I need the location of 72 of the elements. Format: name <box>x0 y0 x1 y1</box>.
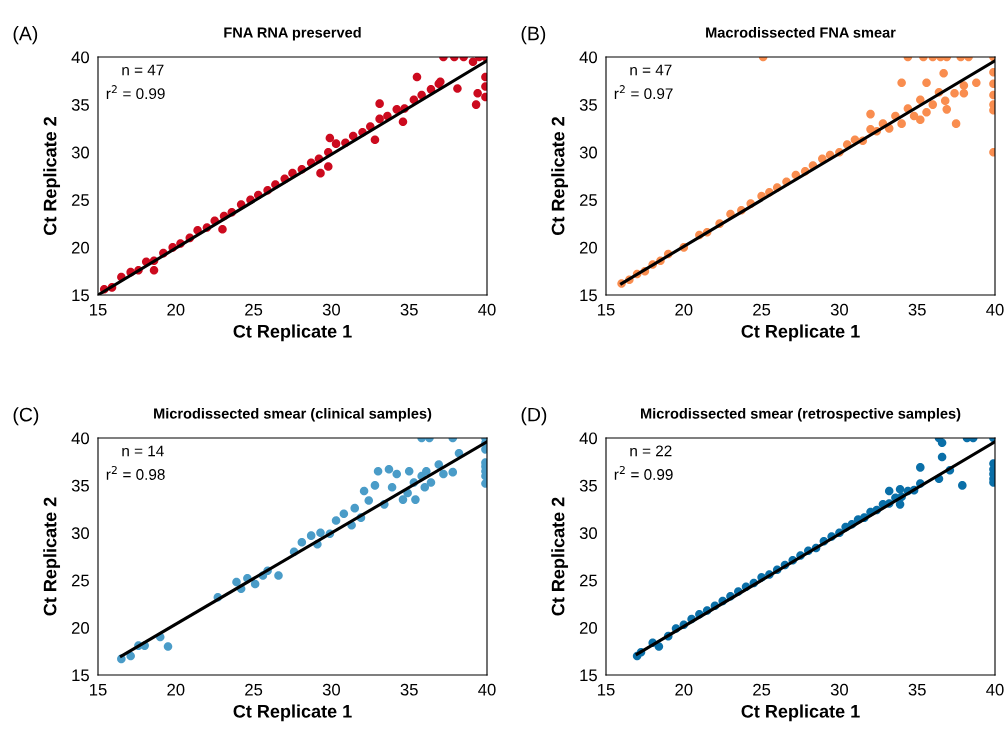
x-tick-label: 30 <box>322 303 341 316</box>
y-tick-label: 30 <box>579 146 598 159</box>
y-axis-title: Ct Replicate 2 <box>551 497 569 616</box>
annotation: r$^{2}$ = 0.98 <box>106 465 165 480</box>
y-tick-label: 25 <box>579 574 597 587</box>
y-tick-label: 35 <box>579 479 597 492</box>
y-tick-label: 30 <box>71 527 90 539</box>
x-tick-label: 15 <box>598 303 615 316</box>
chart-title: Microdissected smear (retrospective samples) <box>641 407 961 422</box>
y-axis-title: Ct Replicate 2 <box>43 117 61 235</box>
text: (A) <box>13 26 38 45</box>
text: (B) <box>521 26 546 45</box>
x-tick-label: 30 <box>830 303 849 316</box>
y-axis-title: Ct Replicate 2 <box>43 497 61 616</box>
x-tick-label: 40 <box>478 303 496 316</box>
chart-title: FNA RNA preserved <box>224 26 361 41</box>
x-tick-label: 20 <box>167 683 185 696</box>
x-tick-label: 25 <box>245 683 263 696</box>
x-tick-label: 30 <box>830 683 849 696</box>
x-tick-label: 20 <box>675 683 693 696</box>
y-tick-label: 35 <box>71 99 89 111</box>
x-axis-title: Ct Replicate 1 <box>741 704 860 722</box>
y-tick-label: 15 <box>72 669 89 682</box>
y-tick-label: 40 <box>579 432 598 445</box>
x-tick-label: 35 <box>908 683 926 696</box>
annotation: n = 22 <box>630 445 672 457</box>
y-tick-label: 30 <box>71 146 90 159</box>
y-tick-label: 35 <box>71 479 89 492</box>
y-tick-label: 25 <box>71 194 89 206</box>
x-axis-title: Ct Replicate 1 <box>233 324 352 342</box>
y-axis-title: Ct Replicate 2 <box>551 117 569 235</box>
text: (D) <box>521 407 547 426</box>
annotation: n = 47 <box>122 64 164 76</box>
x-tick-label: 40 <box>986 683 1004 696</box>
y-tick-label: 20 <box>579 622 598 634</box>
annotation: r$^{2}$ = 0.97 <box>614 85 673 100</box>
annotation: n = 47 <box>630 64 672 76</box>
x-tick-label: 15 <box>598 683 615 696</box>
y-tick-label: 15 <box>580 289 597 302</box>
y-tick-label: 35 <box>579 99 597 111</box>
x-tick-label: 25 <box>753 303 771 316</box>
y-tick-label: 20 <box>71 241 90 254</box>
x-tick-label: 20 <box>675 303 693 316</box>
y-tick-label: 25 <box>579 194 597 206</box>
x-tick-label: 40 <box>478 683 496 696</box>
y-tick-label: 25 <box>71 574 89 587</box>
chart-title: Macrodissected FNA smear <box>706 26 896 38</box>
x-tick-label: 35 <box>400 683 418 696</box>
y-tick-label: 40 <box>71 432 90 445</box>
y-tick-label: 30 <box>579 527 598 539</box>
x-tick-label: 30 <box>322 683 341 696</box>
x-tick-label: 15 <box>90 683 107 696</box>
x-tick-label: 40 <box>986 303 1004 316</box>
y-tick-label: 40 <box>71 51 90 64</box>
annotation: r$^{2}$ = 0.99 <box>614 465 673 480</box>
x-axis-title: Ct Replicate 1 <box>233 704 352 722</box>
text: (C) <box>13 407 39 426</box>
y-tick-label: 15 <box>72 289 89 302</box>
x-tick-label: 20 <box>167 303 185 316</box>
y-tick-label: 20 <box>579 241 598 254</box>
x-tick-label: 25 <box>245 303 263 316</box>
y-tick-label: 40 <box>579 51 598 64</box>
x-tick-label: 35 <box>908 303 926 316</box>
x-tick-label: 15 <box>90 303 107 316</box>
y-tick-label: 20 <box>71 622 90 634</box>
x-tick-label: 25 <box>753 683 771 696</box>
chart-title: Microdissected smear (clinical samples) <box>154 407 432 422</box>
x-axis-title: Ct Replicate 1 <box>741 324 860 342</box>
x-tick-label: 35 <box>400 303 418 316</box>
y-tick-label: 15 <box>580 669 597 682</box>
annotation: n = 14 <box>122 445 164 457</box>
annotation: r$^{2}$ = 0.99 <box>106 85 165 100</box>
